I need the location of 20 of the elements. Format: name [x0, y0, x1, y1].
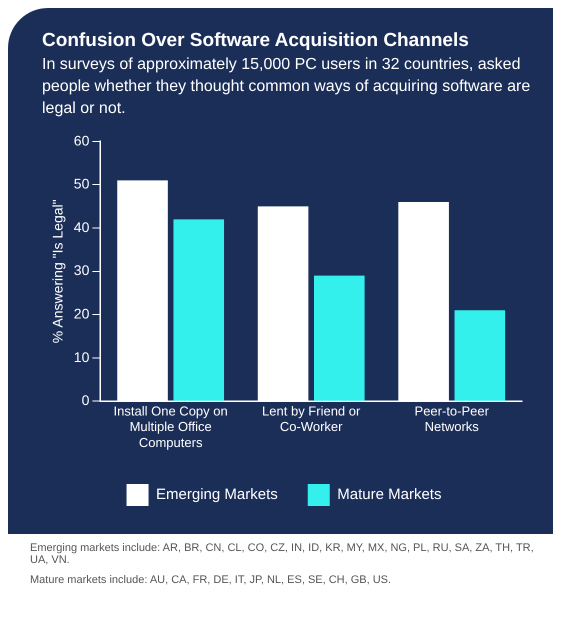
text: Emerging markets include: AR, BR, CN, CL, CO, CZ, IN, ID, KR, MY, MX, NG, PL, RU, SA, ZA, TH, TR, UA, VN.: [30, 542, 535, 566]
text: Mature markets include: AU, CA, FR, DE, IT, JP, NL, ES, SE, CH, GB, US.: [30, 574, 392, 586]
y-tick-label: 40: [74, 218, 90, 235]
bar: [173, 219, 224, 401]
y-tick-label: 0: [82, 392, 90, 408]
y-tick-label: 10: [74, 348, 90, 365]
y-tick-label: 50: [74, 176, 90, 192]
chart-subtitle: In surveys of approximately 15,000 PC users in 32 countries, asked people whether they thought common ways of acquiring software are legal or not.: [42, 55, 532, 119]
y-axis-title: % Answering "Is Legal": [49, 199, 66, 344]
bar: [314, 276, 365, 401]
legend-label: Mature Markets: [337, 486, 442, 504]
chart-title: Confusion Over Software Acquisition Channels: [42, 30, 470, 52]
legend-label: Emerging Markets: [156, 486, 278, 504]
y-tick-label: 20: [74, 305, 90, 322]
x-tick-label: Install One Copy on Multiple Office Computers: [114, 404, 228, 450]
x-tick-label: Peer-to-Peer Networks: [414, 404, 490, 434]
x-tick-label: Lent by Friend or Co-Worker: [262, 404, 361, 434]
bar: [454, 310, 506, 401]
y-tick-label: 60: [74, 132, 90, 148]
y-tick-label: 30: [74, 262, 90, 278]
